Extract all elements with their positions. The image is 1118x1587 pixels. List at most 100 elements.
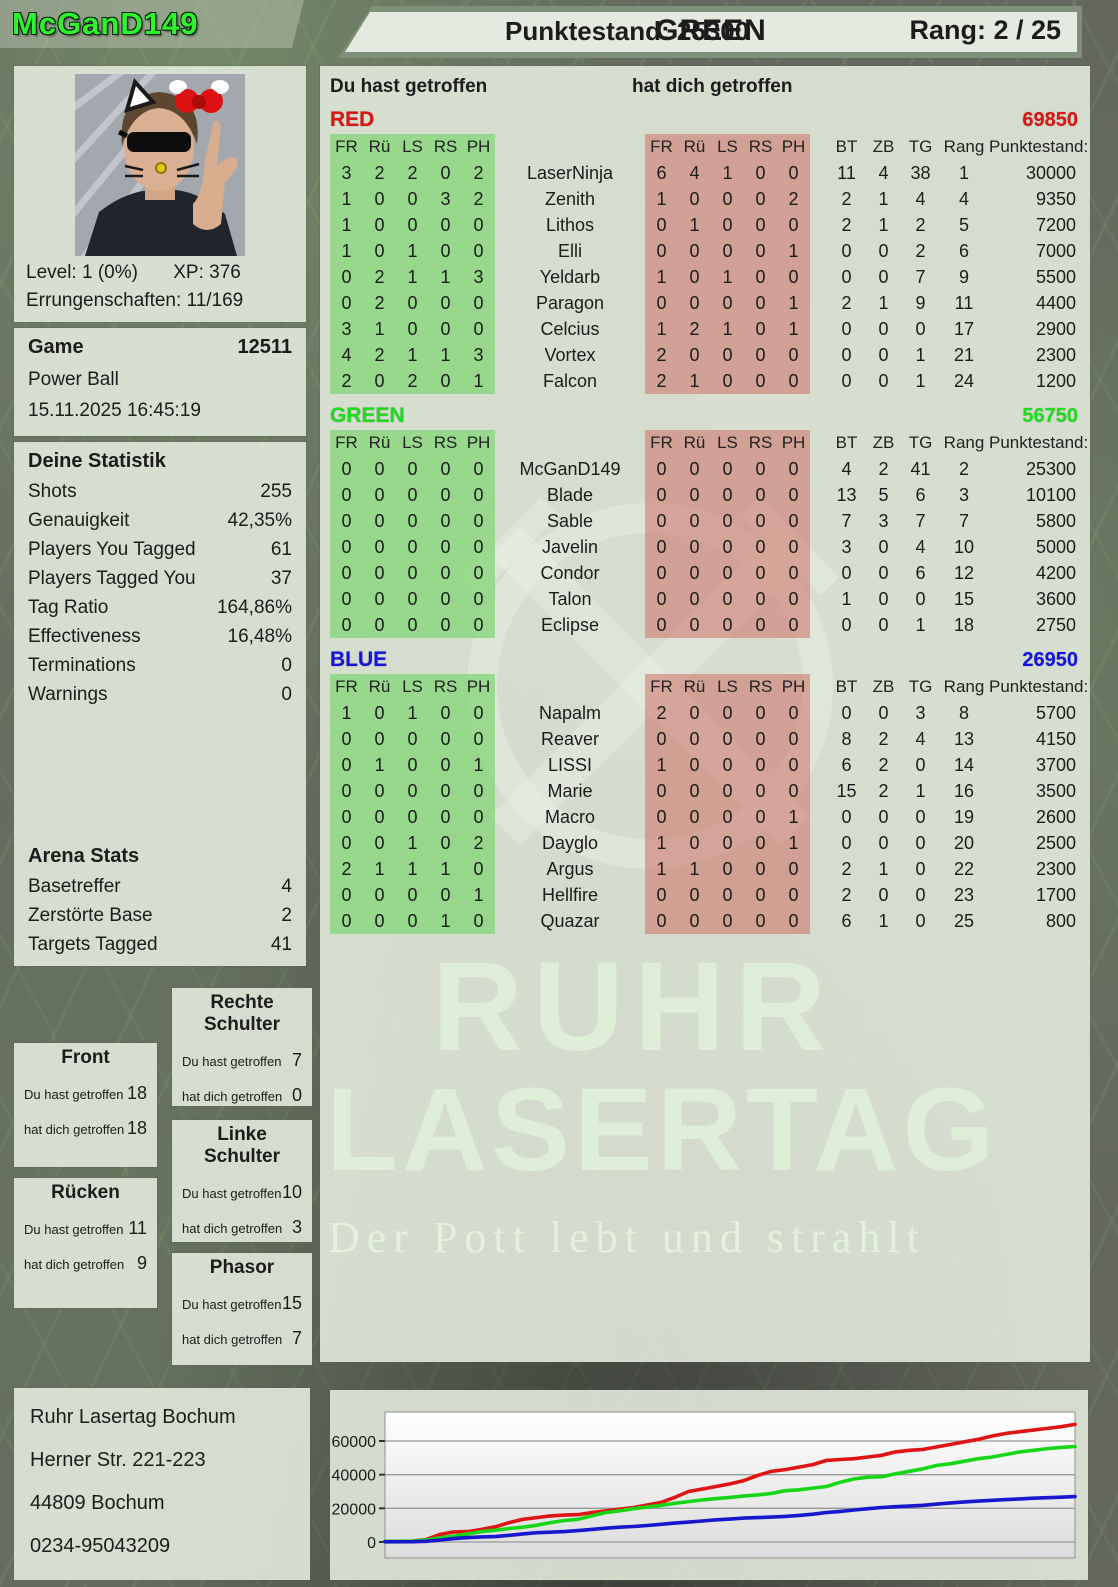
team-rows: 3 2 2 0 2 LaserNinja 6 4 1 0 0 11 4 38 1… <box>320 160 1090 394</box>
hitby-rs: 0 <box>744 534 777 560</box>
score-cell: 2300 <box>1035 859 1076 879</box>
score-row: 3 2 2 0 2 LaserNinja 6 4 1 0 0 11 4 38 1… <box>330 160 1090 186</box>
stats-title: Deine Statistik <box>28 450 166 472</box>
hit-rue: 0 <box>363 534 396 560</box>
hitby-ph: 0 <box>777 612 810 638</box>
hitby-ph: 0 <box>777 534 810 560</box>
hitzone-front: Front Du hast getroffen 18 hat dich getro… <box>14 1043 157 1167</box>
col-ls: LS <box>396 674 429 700</box>
hitzone-ruecken: Rücken Du hast getroffen 11 hat dich getr… <box>14 1178 157 1308</box>
hit-rue: 0 <box>363 804 396 830</box>
hitby-fr: 0 <box>645 612 678 638</box>
col-fr: FR <box>330 674 363 700</box>
col-tg: TG <box>908 433 933 452</box>
col-ph: PH <box>462 134 495 160</box>
hit-rs: 1 <box>429 908 462 934</box>
hitby-fr: 0 <box>645 908 678 934</box>
stat-row: Warnings 0 <box>28 680 292 709</box>
stat-row: Zerstörte Base 2 <box>28 901 292 930</box>
hit-ph: 0 <box>462 238 495 264</box>
score-cell: 3600 <box>1035 589 1076 609</box>
bt-cell: 3 <box>841 537 852 557</box>
hitzone-phasor: Phasor Du hast getroffen 15 hat dich getr… <box>172 1253 312 1365</box>
hit-rs: 0 <box>429 238 462 264</box>
rang-cell: 12 <box>953 563 975 583</box>
zb-cell: 0 <box>878 589 889 609</box>
stat-label: Warnings <box>28 683 108 705</box>
hit-rs: 0 <box>429 726 462 752</box>
zone-hit-label: Du hast getroffen <box>182 1054 282 1069</box>
hitby-ph: 0 <box>777 342 810 368</box>
hit-ph: 0 <box>462 612 495 638</box>
rang-cell: 5 <box>958 215 969 235</box>
player-name-cell: Reaver <box>540 729 600 749</box>
hit-ph: 0 <box>462 482 495 508</box>
hitby-rs: 0 <box>744 700 777 726</box>
hitby-rs: 0 <box>744 264 777 290</box>
score-cell: 10100 <box>1025 485 1076 505</box>
hitby-fr: 0 <box>645 212 678 238</box>
bt-cell: 4 <box>841 459 852 479</box>
hit-rs: 0 <box>429 752 462 778</box>
zone-by-value: 0 <box>291 1085 302 1105</box>
col-rs: RS <box>429 674 462 700</box>
hitby-rs: 0 <box>744 482 777 508</box>
tg-cell: 0 <box>915 319 926 339</box>
hitby-ph: 1 <box>777 830 810 856</box>
zb-cell: 1 <box>878 293 889 313</box>
tg-cell: 7 <box>915 511 926 531</box>
col-fr: FR <box>645 134 678 160</box>
stat-label: Effectiveness <box>28 625 141 647</box>
hit-fr: 0 <box>330 612 363 638</box>
score-cell: 7200 <box>1035 215 1076 235</box>
hit-ph: 0 <box>462 778 495 804</box>
score-cell: 25300 <box>1025 459 1076 479</box>
hitby-ph: 0 <box>777 700 810 726</box>
hitby-ls: 0 <box>711 612 744 638</box>
tg-cell: 1 <box>915 615 926 635</box>
hitby-ls: 0 <box>711 752 744 778</box>
col-ph: PH <box>777 430 810 456</box>
team-name: BLUE <box>330 648 388 671</box>
hitby-ph: 0 <box>777 752 810 778</box>
hit-rue: 0 <box>363 368 396 394</box>
stat-value: 255 <box>260 480 292 502</box>
player-name-cell: Vortex <box>544 345 596 365</box>
hit-fr: 0 <box>330 804 363 830</box>
stat-value: 164,86% <box>216 596 292 618</box>
game-id: 12511 <box>237 336 292 358</box>
hit-ls: 0 <box>396 586 429 612</box>
hit-ph: 2 <box>462 160 495 186</box>
venue-street: Herner Str. 221-223 <box>30 1449 206 1471</box>
hit-rue: 1 <box>363 752 396 778</box>
hitby-ph: 0 <box>777 726 810 752</box>
hitby-rue: 0 <box>678 700 711 726</box>
hitby-rs: 0 <box>744 368 777 394</box>
hitby-ls: 0 <box>711 342 744 368</box>
stat-value: 61 <box>270 538 292 560</box>
hit-ls: 0 <box>396 560 429 586</box>
hit-rs: 0 <box>429 368 462 394</box>
rang-cell: 6 <box>958 241 969 261</box>
hitby-ls: 0 <box>711 726 744 752</box>
stat-label: Shots <box>28 480 77 502</box>
stat-row: Basetreffer 4 <box>28 872 292 901</box>
hitby-rue: 0 <box>678 342 711 368</box>
game-mode: Power Ball <box>28 369 119 390</box>
bt-cell: 0 <box>841 703 852 723</box>
hitby-ph: 0 <box>777 778 810 804</box>
hitby-ph: 2 <box>777 186 810 212</box>
bt-cell: 2 <box>841 215 852 235</box>
hitby-rue: 0 <box>678 778 711 804</box>
score-cell: 2500 <box>1035 833 1076 853</box>
hit-ls: 0 <box>396 508 429 534</box>
hit-rs: 0 <box>429 482 462 508</box>
hit-rue: 0 <box>363 238 396 264</box>
hitzone-rechte-schulter: Rechte Schulter Du hast getroffen 7 hat d… <box>172 988 312 1106</box>
score-cell: 3700 <box>1035 755 1076 775</box>
hitby-ph: 0 <box>777 508 810 534</box>
tg-cell: 3 <box>915 703 926 723</box>
hit-rs: 0 <box>429 778 462 804</box>
score-row: 0 0 0 0 0 Talon 0 0 0 0 0 1 0 0 15 3600 <box>330 586 1090 612</box>
tg-cell: 0 <box>915 859 926 879</box>
